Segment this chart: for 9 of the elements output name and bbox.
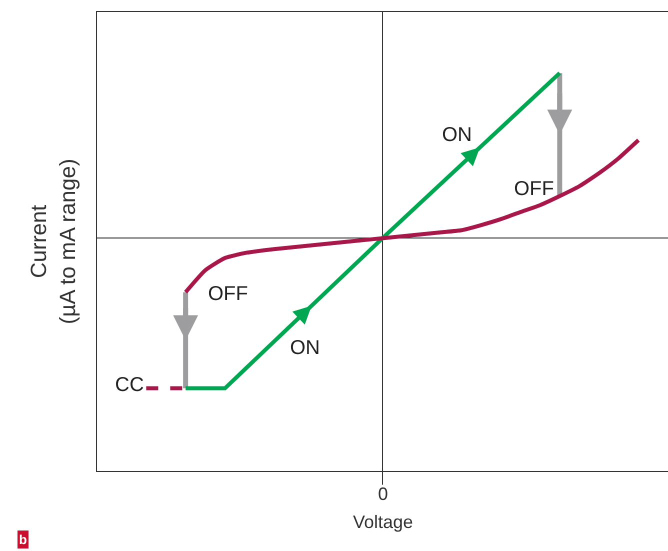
annotation: ON — [290, 337, 320, 359]
text: Voltage — [353, 512, 414, 532]
text: 0 — [378, 484, 388, 504]
text: b — [19, 532, 27, 547]
y-axis-title: Current (µA to mA range) — [26, 158, 80, 324]
annotation: ON — [442, 124, 472, 146]
annotation: OFF — [514, 178, 554, 200]
annotation: OFF — [208, 283, 248, 305]
annotation: CC — [115, 374, 144, 396]
